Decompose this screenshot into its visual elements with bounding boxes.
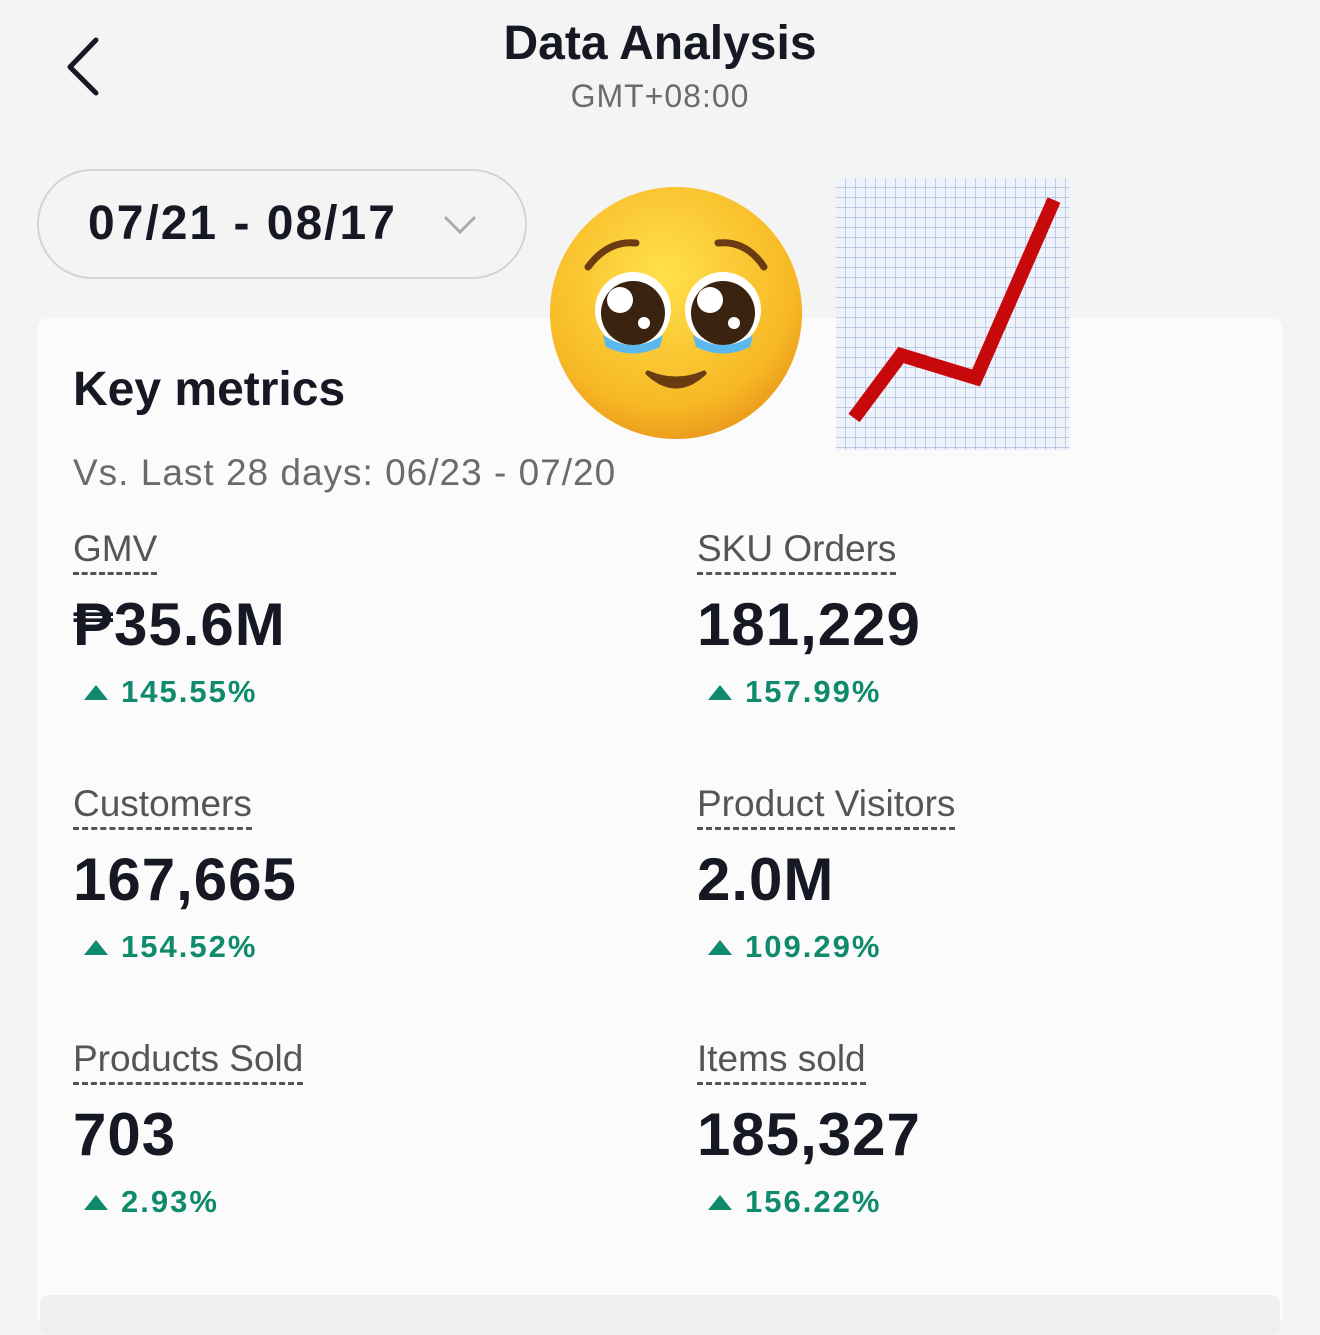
next-card <box>40 1295 1280 1335</box>
metric-change: 154.52% <box>121 929 258 964</box>
timezone: GMT+08:00 <box>570 78 750 114</box>
metric-value: 167,665 <box>73 846 297 913</box>
up-arrow <box>84 1195 108 1210</box>
metric-label: Customers <box>73 783 252 830</box>
card-title: Key metrics <box>73 363 346 416</box>
up-arrow <box>708 940 732 955</box>
metric-label: SKU Orders <box>697 528 897 575</box>
metrics-card <box>37 318 1283 1328</box>
up-arrow-shape <box>84 940 108 955</box>
back-button[interactable] <box>60 35 110 99</box>
metric-label: Items sold <box>697 1038 866 1085</box>
metric-change: 2.93% <box>121 1184 219 1219</box>
page-title: Data Analysis <box>503 17 817 70</box>
up-arrow-shape <box>84 1195 108 1210</box>
up-arrow <box>708 1195 732 1210</box>
metric-change: 109.29% <box>745 929 882 964</box>
metric-label: GMV <box>73 528 158 575</box>
metric-change: 157.99% <box>745 674 882 709</box>
dropdown-icon <box>443 215 477 235</box>
date-range[interactable]: 07/21 - 08/17 <box>88 197 397 250</box>
up-arrow-shape <box>708 940 732 955</box>
metric-value: 703 <box>73 1101 177 1168</box>
metric-value: ₱35.6M <box>73 591 286 658</box>
metric-value: 185,327 <box>697 1101 921 1168</box>
chart-emoji <box>836 178 1070 450</box>
comparison-period: Vs. Last 28 days: 06/23 - 07/20 <box>73 452 617 493</box>
metric-value: 2.0M <box>697 846 835 913</box>
up-arrow <box>84 685 108 700</box>
up-arrow-shape <box>708 1195 732 1210</box>
up-arrow-shape <box>84 685 108 700</box>
up-arrow <box>708 685 732 700</box>
pleading-emoji <box>550 187 802 439</box>
metric-change: 156.22% <box>745 1184 882 1219</box>
metric-label: Product Visitors <box>697 783 956 830</box>
date-picker[interactable] <box>37 169 527 279</box>
up-arrow <box>84 940 108 955</box>
up-arrow-shape <box>708 685 732 700</box>
metric-change: 145.55% <box>121 674 258 709</box>
metric-value: 181,229 <box>697 591 921 658</box>
metric-label: Products Sold <box>73 1038 304 1085</box>
